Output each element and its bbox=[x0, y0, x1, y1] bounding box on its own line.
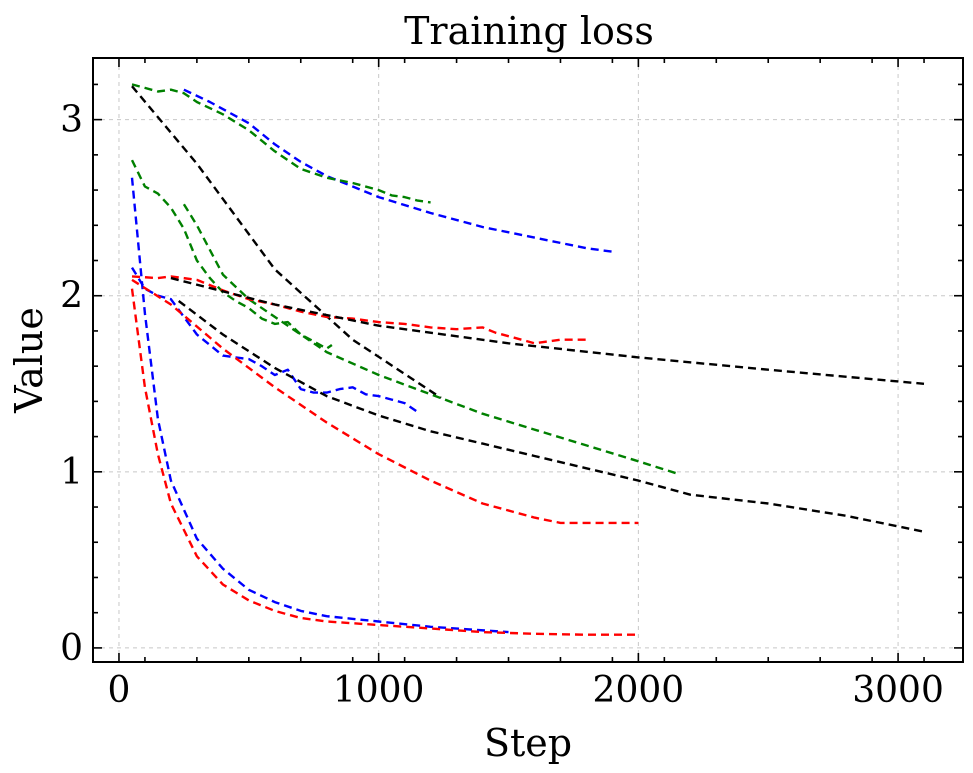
series-line-5 bbox=[130, 159, 333, 350]
series-group bbox=[130, 83, 925, 636]
y-tick-label: 0 bbox=[60, 628, 83, 669]
x-tick-label: 3000 bbox=[852, 670, 944, 711]
series-line-7 bbox=[131, 275, 587, 345]
series-line-2 bbox=[131, 83, 431, 204]
chart-title: Training loss bbox=[404, 9, 654, 53]
y-axis-label: Value bbox=[7, 307, 51, 414]
series-line-6 bbox=[182, 203, 678, 475]
ticks: 0 1000 2000 3000 0 1 2 3 bbox=[60, 58, 963, 711]
series-line-11 bbox=[131, 278, 639, 525]
x-axis-label: Step bbox=[484, 721, 572, 765]
series-line-4 bbox=[130, 177, 509, 634]
y-tick-label: 3 bbox=[60, 100, 83, 141]
series-line-10 bbox=[177, 300, 925, 533]
y-tick-label: 1 bbox=[60, 452, 83, 493]
x-tick-label: 0 bbox=[108, 670, 131, 711]
series-line-1 bbox=[183, 88, 613, 253]
grid bbox=[93, 58, 963, 662]
plot-frame bbox=[92, 57, 964, 663]
series-line-9 bbox=[130, 266, 419, 413]
series-line-3 bbox=[131, 85, 442, 399]
x-tick-label: 1000 bbox=[333, 670, 425, 711]
x-tick-label: 2000 bbox=[593, 670, 685, 711]
y-tick-label: 2 bbox=[60, 276, 83, 317]
series-line-8 bbox=[170, 276, 925, 385]
